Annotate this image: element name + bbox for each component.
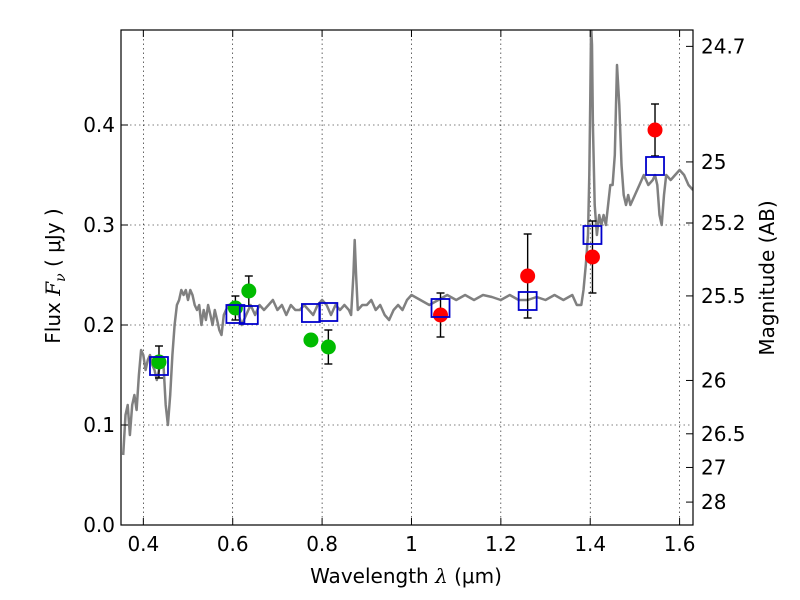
y2-tick-label: 24.7 <box>701 34 746 58</box>
grid-lines <box>121 30 693 526</box>
y2-tick-label: 25 <box>701 150 726 174</box>
tick-marks <box>121 30 693 526</box>
y-axis-label-symbol: F <box>41 281 65 297</box>
x-axis-label-prefix: Wavelength <box>310 564 435 588</box>
y-tick-label: 0.1 <box>83 413 115 437</box>
green-data-point <box>151 354 167 370</box>
model-flux-square <box>238 305 259 325</box>
green-data-point <box>241 283 257 299</box>
model-flux-square <box>645 156 665 176</box>
model-flux-square <box>318 302 339 322</box>
model-spectrum-line <box>121 30 693 456</box>
model-flux-square <box>582 225 603 245</box>
x-tick-label: 1 <box>405 532 418 556</box>
model-flux-square <box>225 304 246 324</box>
x-tick-label: 1.6 <box>664 532 696 556</box>
x-tick-label: 0.4 <box>127 532 159 556</box>
red-data-point <box>433 307 449 323</box>
y-axis-label-subscript: ν <box>53 273 69 282</box>
y-axis-label-prefix: Flux <box>41 296 65 344</box>
model-spectrum-layer <box>121 30 693 456</box>
y-tick-label: 0.3 <box>83 213 115 237</box>
x-tick-label: 0.8 <box>306 532 338 556</box>
model-flux-square <box>430 298 451 318</box>
x-axis-label-units: (μm) <box>448 564 502 588</box>
plot-frame <box>120 29 694 526</box>
x-tick-label: 0.6 <box>217 532 249 556</box>
y2-tick-label: 25.5 <box>701 284 746 308</box>
y2-tick-label: 27 <box>701 455 726 479</box>
x-axis-label-symbol: λ <box>434 564 448 588</box>
photometry-points-layer <box>149 103 665 379</box>
y2-tick-label: 26 <box>701 368 726 392</box>
y2-tick-label: 26.5 <box>701 422 746 446</box>
y-axis-label-units: ( μJy ) <box>41 208 65 273</box>
y-tick-label: 0.2 <box>83 313 115 337</box>
y2-axis-label: Magnitude (AB) <box>755 200 779 355</box>
y2-tick-label: 25.2 <box>701 211 746 235</box>
x-tick-label: 1.2 <box>485 532 517 556</box>
red-data-point <box>647 122 663 138</box>
y-axis-label: Flux Fν ( μJy ) <box>41 208 69 343</box>
green-data-point <box>320 339 336 355</box>
model-flux-square <box>517 291 538 311</box>
y-tick-label: 0.4 <box>83 113 115 137</box>
y2-tick-label: 28 <box>701 490 726 514</box>
red-data-point <box>520 268 536 284</box>
y-tick-label: 0.0 <box>83 513 115 537</box>
green-data-point <box>303 332 319 348</box>
x-axis-label: Wavelength λ (μm) <box>310 564 502 588</box>
model-flux-square <box>149 356 169 376</box>
x-tick-label: 1.4 <box>574 532 606 556</box>
red-data-point <box>584 249 600 265</box>
